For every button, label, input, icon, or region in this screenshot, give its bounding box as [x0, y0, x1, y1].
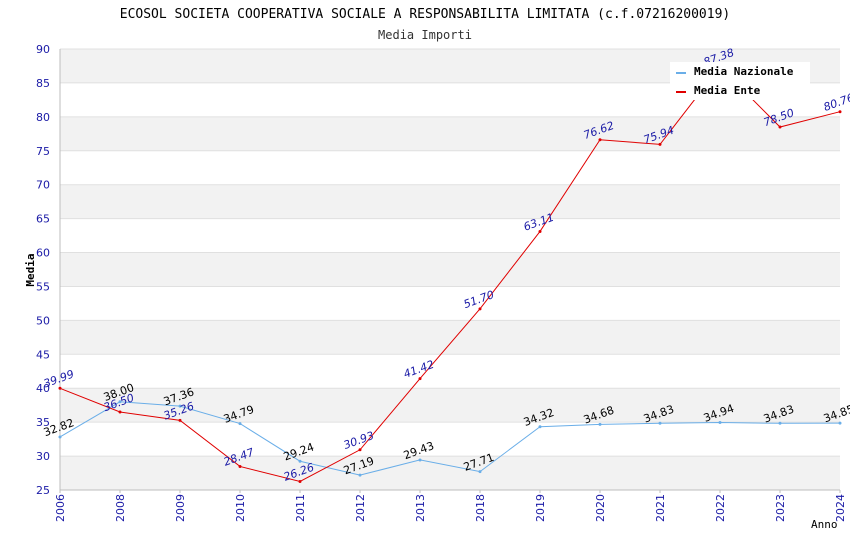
data-point — [298, 459, 302, 463]
plot-band — [60, 184, 840, 219]
data-point — [478, 470, 482, 474]
y-tick-label: 45 — [36, 348, 50, 361]
plot-band — [60, 388, 840, 423]
y-tick-label: 25 — [36, 484, 50, 497]
chart-title: ECOSOL SOCIETA COOPERATIVA SOCIALE A RES… — [120, 7, 730, 22]
y-tick-label: 80 — [36, 111, 50, 124]
legend-box — [670, 62, 810, 100]
y-tick-label: 50 — [36, 314, 50, 327]
y-tick-label: 85 — [36, 77, 50, 90]
y-axis-label: Media — [24, 253, 37, 286]
data-point — [178, 404, 182, 408]
y-tick-label: 90 — [36, 43, 50, 56]
data-point — [178, 418, 182, 422]
x-tick-label: 2021 — [654, 494, 667, 522]
data-point — [838, 421, 842, 425]
data-point — [838, 110, 842, 114]
data-point — [658, 142, 662, 146]
legend-label-ente: Media Ente — [694, 84, 761, 97]
axes — [59, 49, 840, 491]
data-point — [358, 448, 362, 452]
y-tick-label: 75 — [36, 145, 50, 158]
y-tick-label: 35 — [36, 416, 50, 429]
plot-band — [60, 150, 840, 185]
plot-band — [60, 252, 840, 287]
x-axis-label: Anno — [811, 518, 838, 531]
data-point — [418, 377, 422, 381]
data-point — [478, 307, 482, 311]
data-point — [298, 479, 302, 483]
data-point — [418, 458, 422, 462]
x-tick-label: 2009 — [174, 494, 187, 522]
data-point — [598, 422, 602, 426]
plot-background-bands — [60, 49, 840, 490]
data-point — [658, 421, 662, 425]
plot-band — [60, 218, 840, 253]
x-tick-label: 2019 — [534, 494, 547, 522]
plot-band — [60, 422, 840, 457]
plot-band — [60, 116, 840, 151]
data-point — [778, 421, 782, 425]
data-point — [718, 421, 722, 425]
y-tick-label: 65 — [36, 213, 50, 226]
plot-band — [60, 354, 840, 389]
plot-band — [60, 320, 840, 355]
x-tick-label: 2023 — [774, 494, 787, 522]
y-tick-label: 40 — [36, 382, 50, 395]
series-line-media-nazionale — [59, 401, 841, 476]
data-point — [238, 422, 242, 426]
x-tick-label: 2011 — [294, 494, 307, 522]
legend: Media Nazionale Media Ente — [670, 62, 810, 100]
data-point — [358, 473, 362, 477]
y-tick-label: 30 — [36, 450, 50, 463]
x-tick-label: 2012 — [354, 494, 367, 522]
x-axis-ticks: 2006 2008 2009 2010 2011 2012 2013 2018 2019 2020… — [54, 490, 847, 522]
y-tick-label: 70 — [36, 179, 50, 192]
x-tick-label: 2010 — [234, 494, 247, 522]
x-tick-label: 2006 — [54, 494, 67, 522]
x-tick-label: 2024 — [834, 494, 847, 522]
x-tick-label: 2013 — [414, 494, 427, 522]
x-tick-label: 2020 — [594, 494, 607, 522]
data-point — [538, 425, 542, 429]
data-point — [598, 138, 602, 142]
plot-band — [60, 286, 840, 321]
data-point — [538, 229, 542, 233]
data-point — [118, 410, 122, 414]
data-point — [58, 386, 62, 390]
x-tick-label: 2022 — [714, 494, 727, 522]
data-point — [778, 125, 782, 129]
plot-band — [60, 456, 840, 490]
y-axis-ticks: 25 30 35 40 45 50 55 60 65 70 75 80 85 90 — [36, 43, 50, 497]
y-tick-label: 55 — [36, 280, 50, 293]
data-point — [118, 400, 122, 404]
legend-label-nazionale: Media Nazionale — [694, 65, 794, 78]
y-tick-label: 60 — [36, 247, 50, 260]
chart-subtitle: Media Importi — [378, 28, 472, 42]
data-point — [238, 464, 242, 468]
data-point — [58, 435, 62, 439]
x-tick-label: 2018 — [474, 494, 487, 522]
x-tick-label: 2008 — [114, 494, 127, 522]
